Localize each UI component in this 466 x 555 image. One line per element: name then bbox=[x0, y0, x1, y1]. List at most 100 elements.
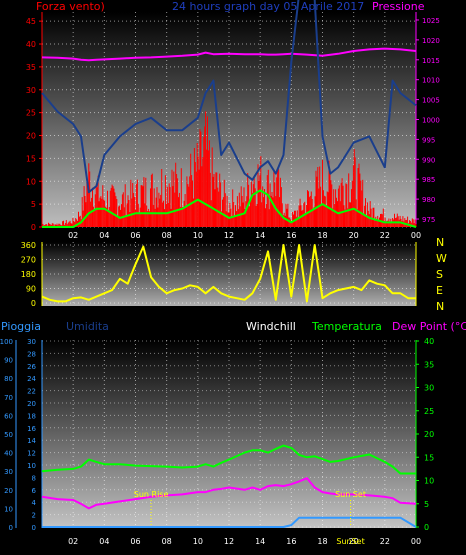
x-tick-label-top: 04 bbox=[99, 231, 109, 240]
wind-tick-label: 40 bbox=[26, 40, 36, 49]
pressure-tick-label: 985 bbox=[422, 176, 435, 184]
series bbox=[41, 0, 417, 528]
humidity-line bbox=[41, 0, 417, 194]
pressure-tick-label: 1010 bbox=[422, 77, 440, 85]
x-tick-label-top: 02 bbox=[68, 231, 78, 240]
direction-tick-label: 0 bbox=[31, 299, 36, 308]
dir-label-e: E bbox=[436, 284, 443, 297]
dewpoint-legend: Dew Point (°C) bbox=[392, 320, 466, 333]
x-tick-label-bottom: 12 bbox=[224, 537, 234, 546]
direction-tick-label: 180 bbox=[21, 270, 36, 279]
wind-axis-title: Forza vento) bbox=[36, 0, 105, 13]
wind-tick-label: 20 bbox=[26, 132, 36, 141]
rain-tick-label: 40 bbox=[4, 450, 13, 458]
x-tick-label-bottom: 04 bbox=[99, 537, 109, 546]
x-tick-label-top: 14 bbox=[255, 231, 265, 240]
temp-tick-label: 0 bbox=[424, 523, 429, 532]
humidity-tick-label: 4 bbox=[32, 499, 37, 507]
chart-title: 24 hours graph day 05 Aprile 2017 bbox=[172, 0, 364, 13]
rain-tick-label: 30 bbox=[4, 468, 13, 476]
rain-tick-label: 20 bbox=[4, 487, 13, 495]
pressure-tick-label: 1000 bbox=[422, 117, 440, 125]
humidity-tick-label: 26 bbox=[27, 363, 36, 371]
humidity-tick-label: 2 bbox=[32, 512, 36, 520]
x-tick-label-bottom: 00 bbox=[411, 537, 421, 546]
x-tick-label-bottom: 14 bbox=[255, 537, 265, 546]
temp-tick-label: 35 bbox=[424, 360, 434, 369]
wind-tick-label: 35 bbox=[26, 63, 36, 72]
humidity-axis-title: Umidita bbox=[66, 320, 109, 333]
x-tick-label-bottom: 18 bbox=[317, 537, 327, 546]
direction-tick-label: 270 bbox=[21, 256, 36, 265]
wind-tick-label: 25 bbox=[26, 109, 36, 118]
pressure-line bbox=[41, 47, 417, 62]
sun-set-annotation: Sun Set bbox=[335, 490, 366, 499]
dir-label-w: W bbox=[436, 252, 447, 265]
x-tick-label-bottom: 22 bbox=[380, 537, 390, 546]
x-tick-label-top: 10 bbox=[193, 231, 203, 240]
wind-avg-line bbox=[42, 189, 417, 228]
temp-tick-label: 5 bbox=[424, 500, 429, 509]
rain-axis-title: Pioggia bbox=[1, 320, 41, 333]
humidity-tick-label: 18 bbox=[27, 412, 36, 420]
x-tick-label-top: 22 bbox=[380, 231, 390, 240]
rain-tick-label: 80 bbox=[4, 375, 13, 383]
humidity-tick-label: 0 bbox=[32, 524, 36, 532]
pressure-tick-label: 1025 bbox=[422, 17, 440, 25]
direction-tick-label: 90 bbox=[26, 285, 36, 294]
wind-tick-label: 45 bbox=[26, 17, 36, 26]
rain-tick-label: 10 bbox=[4, 505, 13, 513]
humidity-tick-label: 8 bbox=[32, 474, 36, 482]
windchill-legend: Windchill bbox=[246, 320, 296, 333]
pressure-tick-label: 1005 bbox=[422, 97, 440, 105]
x-tick-label-bottom: 16 bbox=[286, 537, 296, 546]
x-tick-label-bottom: 02 bbox=[68, 537, 78, 546]
humidity-tick-label: 16 bbox=[27, 425, 36, 433]
sun-set-axis-label: SunSet bbox=[336, 537, 364, 546]
temperature-line bbox=[41, 444, 416, 475]
temp-tick-label: 25 bbox=[424, 407, 434, 416]
x-tick-label-top: 20 bbox=[349, 231, 359, 240]
wind-tick-label: 5 bbox=[31, 200, 36, 209]
dir-label-n-bottom: N bbox=[436, 300, 444, 313]
rain-tick-label: 100 bbox=[0, 338, 13, 346]
wind-tick-label: 30 bbox=[26, 86, 36, 95]
axes: 0202040406060808101012121414161618182020… bbox=[0, 12, 440, 546]
wind-tick-label: 15 bbox=[26, 154, 36, 163]
x-tick-label-top: 18 bbox=[317, 231, 327, 240]
x-tick-label-bottom: 06 bbox=[130, 537, 140, 546]
humidity-tick-label: 30 bbox=[27, 338, 36, 346]
pressure-tick-label: 995 bbox=[422, 136, 435, 144]
dew-point-line bbox=[41, 477, 417, 510]
pressure-tick-label: 990 bbox=[422, 156, 435, 164]
pressure-tick-label: 1015 bbox=[422, 57, 440, 65]
temperature-legend: Temperatura bbox=[311, 320, 382, 333]
rain-tick-label: 70 bbox=[4, 394, 13, 402]
x-tick-label-bottom: 10 bbox=[193, 537, 203, 546]
rain-tick-label: 90 bbox=[4, 357, 13, 365]
humidity-tick-label: 10 bbox=[27, 462, 36, 470]
humidity-tick-label: 22 bbox=[27, 388, 36, 396]
temp-tick-label: 20 bbox=[424, 430, 434, 439]
x-tick-label-top: 06 bbox=[130, 231, 140, 240]
dir-label-s: S bbox=[436, 268, 443, 281]
direction-tick-label: 360 bbox=[21, 241, 36, 250]
wind-tick-label: 10 bbox=[26, 177, 36, 186]
x-tick-label-top: 08 bbox=[162, 231, 172, 240]
temp-tick-label: 10 bbox=[424, 477, 434, 486]
humidity-tick-label: 6 bbox=[32, 487, 37, 495]
x-tick-label-top: 16 bbox=[286, 231, 296, 240]
humidity-tick-label: 20 bbox=[27, 400, 36, 408]
rain-tick-label: 0 bbox=[9, 524, 13, 532]
rain-tick-label: 60 bbox=[4, 412, 13, 420]
pressure-tick-label: 975 bbox=[422, 216, 435, 224]
pressure-tick-label: 980 bbox=[422, 196, 435, 204]
temp-tick-label: 30 bbox=[424, 384, 434, 393]
sun-rise-annotation: Sun Rise bbox=[134, 490, 169, 499]
humidity-tick-label: 14 bbox=[27, 437, 36, 445]
dir-label-n-top: N bbox=[436, 236, 444, 249]
x-tick-label-top: 12 bbox=[224, 231, 234, 240]
temp-tick-label: 15 bbox=[424, 453, 434, 462]
